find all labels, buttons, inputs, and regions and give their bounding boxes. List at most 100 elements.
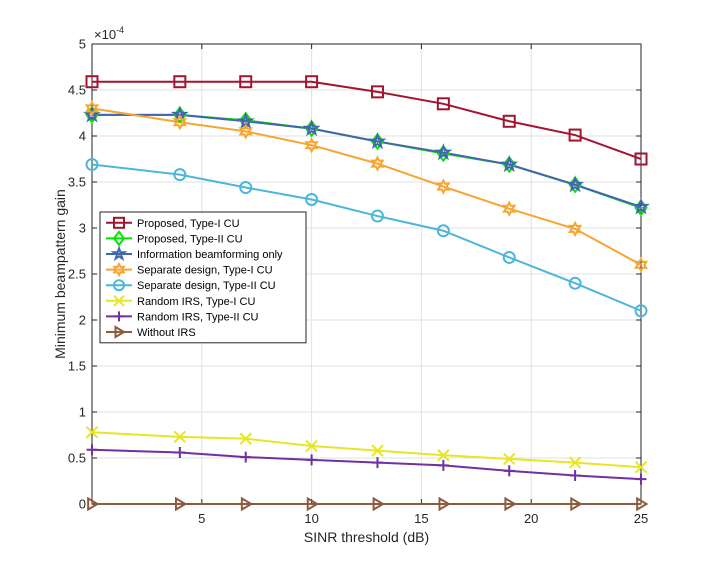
y-tick-label: 2.5 [68, 267, 86, 282]
data-point-information-beamforming-only [500, 155, 519, 173]
legend: Proposed, Type-I CU Proposed, Type-II CU I… [99, 211, 307, 344]
x-tick-labels: 5 10 15 20 25 [198, 511, 648, 526]
series-line-random-irs-type-ii-cu [91, 448, 642, 481]
data-point-without-irs [372, 496, 385, 512]
legend-marker [114, 311, 124, 322]
legend-entry: Separate design, Type-I CU [106, 261, 273, 278]
data-point-random-irs-type-ii-cu [371, 457, 383, 469]
y-tick-label: 5 [79, 37, 86, 52]
x-tick-label: 10 [304, 511, 318, 526]
data-point-separate-design-type-i-cu [238, 123, 253, 140]
data-point-random-irs-type-i-cu [173, 430, 187, 444]
data-point-proposed-type-i-cu [502, 114, 516, 128]
y-tick-label: 2 [79, 313, 86, 328]
data-point-without-irs [87, 496, 100, 512]
x-tick-label: 25 [634, 511, 648, 526]
data-point-random-irs-type-i-cu [371, 444, 384, 457]
series-line-proposed-type-i-cu [92, 80, 642, 160]
legend-label: Random IRS, Type-I CU [137, 296, 255, 308]
data-point-separate-design-type-i-cu [633, 256, 649, 274]
data-point-random-irs-type-i-cu [85, 426, 99, 439]
data-point-information-beamforming-only [302, 119, 321, 137]
legend-box [99, 211, 307, 344]
data-point-proposed-type-i-cu [370, 85, 384, 99]
x-tick-label: 5 [198, 511, 205, 526]
series-line-information-beamforming-only [92, 113, 642, 208]
y-exponent-power: -4 [116, 25, 124, 35]
data-point-random-irs-type-ii-cu [240, 451, 252, 463]
legend-entry: Separate design, Type-II CU [106, 279, 276, 292]
y-axis-label: Minimum beampattern gain [52, 189, 68, 359]
data-point-random-irs-type-ii-cu [569, 469, 581, 481]
data-point-information-beamforming-only [631, 197, 651, 215]
legend-label: Information beamforming only [137, 249, 283, 261]
data-point-separate-design-type-ii-cu [634, 304, 648, 318]
data-point-separate-design-type-ii-cu [173, 168, 187, 182]
legend-marker [112, 230, 126, 247]
data-point-without-irs [438, 496, 451, 512]
data-point-separate-design-type-ii-cu [370, 209, 384, 223]
data-point-separate-design-type-i-cu [370, 155, 385, 172]
data-point-information-beamforming-only [434, 143, 453, 161]
data-point-separate-design-type-i-cu [304, 136, 319, 154]
legend-marker [112, 261, 126, 278]
legend-entry: Information beamforming only [106, 245, 283, 262]
data-point-separate-design-type-ii-cu [436, 224, 450, 238]
data-point-without-irs [240, 496, 254, 512]
legend-label: Without IRS [137, 327, 196, 339]
data-point-random-irs-type-i-cu [437, 449, 450, 462]
legend-entry: Proposed, Type-II CU [106, 230, 243, 247]
data-point-random-irs-type-i-cu [634, 460, 648, 474]
data-point-without-irs [174, 496, 188, 512]
legend-marker [114, 325, 126, 339]
data-point-proposed-type-i-cu [436, 97, 450, 111]
x-axis-label: SINR threshold (dB) [304, 529, 429, 545]
data-point-information-beamforming-only [566, 175, 585, 193]
y-tick-label: 1 [79, 405, 86, 420]
data-point-proposed-type-i-cu [173, 75, 187, 89]
data-point-random-irs-type-i-cu [239, 432, 252, 445]
data-point-random-irs-type-ii-cu [635, 473, 647, 485]
data-point-separate-design-type-ii-cu [85, 158, 99, 172]
legend-marker [113, 279, 125, 292]
x-tick-label: 15 [414, 511, 428, 526]
legend-marker [113, 216, 125, 229]
y-tick-label: 3.5 [68, 175, 86, 190]
data-point-random-irs-type-i-cu [568, 456, 582, 469]
y-tick-label: 3 [79, 221, 86, 236]
data-point-separate-design-type-ii-cu [305, 192, 319, 206]
y-exponent-label: ×10-4 [94, 25, 124, 42]
x-tick-label: 20 [524, 511, 538, 526]
data-point-separate-design-type-i-cu [84, 100, 100, 117]
data-point-random-irs-type-i-cu [503, 452, 516, 466]
y-tick-label: 4 [79, 129, 86, 144]
y-tick-labels: 0 0.5 1 1.5 2 2.5 3 3.5 4 4.5 5 [68, 37, 86, 512]
legend-entry: Random IRS, Type-II CU [106, 311, 259, 323]
data-point-information-beamforming-only [368, 132, 387, 150]
data-point-proposed-type-i-cu [85, 75, 99, 89]
y-tick-label: 0 [79, 497, 86, 512]
legend-label: Separate design, Type-I CU [137, 265, 273, 277]
legend-marker [110, 245, 128, 262]
data-point-random-irs-type-ii-cu [503, 465, 515, 477]
data-point-separate-design-type-i-cu [172, 113, 187, 131]
data-point-separate-design-type-i-cu [567, 220, 583, 238]
data-point-proposed-type-i-cu [305, 75, 319, 89]
legend-entry: Random IRS, Type-I CU [106, 295, 255, 308]
y-tick-label: 4.5 [68, 83, 86, 98]
data-point-without-irs [504, 496, 517, 512]
data-point-random-irs-type-ii-cu [174, 446, 186, 458]
data-point-separate-design-type-ii-cu [502, 250, 516, 264]
series-line-separate-design-type-ii-cu [91, 163, 642, 312]
data-point-random-irs-type-ii-cu [306, 454, 318, 466]
data-point-proposed-type-i-cu [634, 152, 648, 166]
legend-marker [113, 295, 125, 307]
data-point-separate-design-type-ii-cu [568, 276, 582, 290]
data-point-random-irs-type-ii-cu [437, 459, 449, 471]
data-point-without-irs [306, 496, 320, 512]
data-point-proposed-type-i-cu [568, 128, 582, 142]
legend-label: Separate design, Type-II CU [137, 280, 276, 292]
legend-entry: Proposed, Type-I CU [106, 216, 240, 230]
data-point-random-irs-type-i-cu [305, 439, 318, 453]
